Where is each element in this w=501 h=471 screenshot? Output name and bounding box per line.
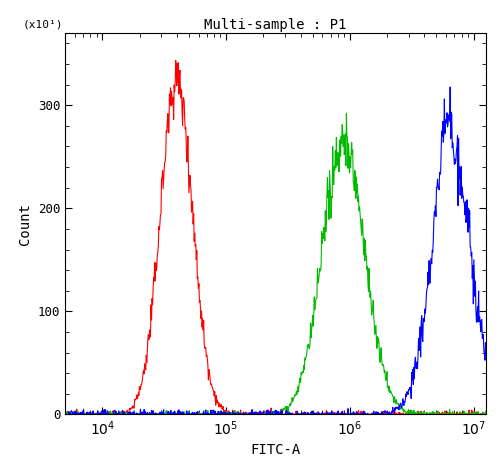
Text: (x10¹): (x10¹) xyxy=(23,19,64,29)
Y-axis label: Count: Count xyxy=(18,203,32,244)
Title: Multi-sample : P1: Multi-sample : P1 xyxy=(204,18,347,32)
X-axis label: FITC-A: FITC-A xyxy=(250,444,301,457)
